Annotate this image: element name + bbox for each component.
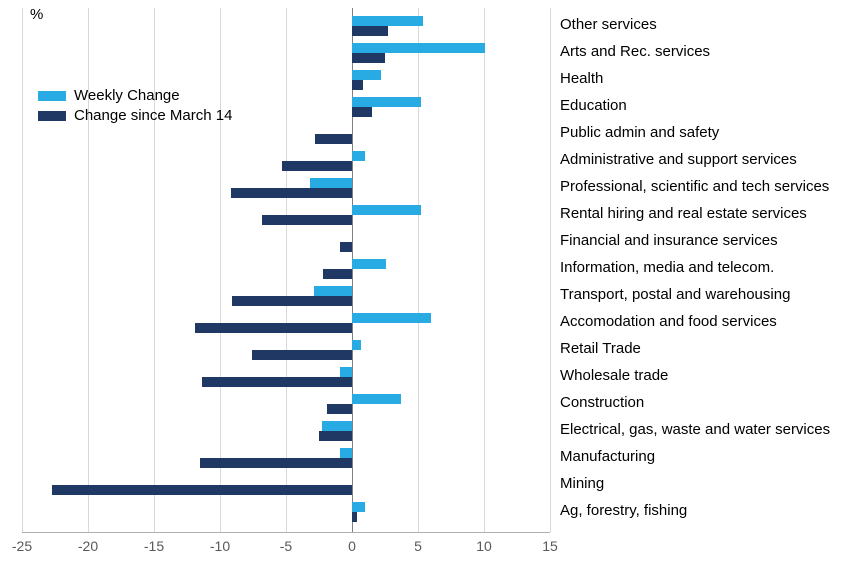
gridline <box>484 8 485 532</box>
bar-weekly <box>340 367 352 377</box>
bar-since_march <box>352 53 385 63</box>
bar-since_march <box>202 377 352 387</box>
gridline <box>286 8 287 532</box>
category-label: Information, media and telecom. <box>560 259 774 276</box>
bar-weekly <box>352 205 421 215</box>
legend-swatch <box>38 91 66 101</box>
legend-swatch <box>38 111 66 121</box>
bar-since_march <box>52 485 352 495</box>
bar-since_march <box>262 215 352 225</box>
bar-since_march <box>352 26 388 36</box>
bar-weekly <box>340 448 352 458</box>
bar-weekly <box>352 313 431 323</box>
x-tick-label: -10 <box>210 538 230 554</box>
category-label: Ag, forestry, fishing <box>560 502 687 519</box>
bar-since_march <box>352 512 357 522</box>
category-label: Professional, scientific and tech servic… <box>560 178 829 195</box>
bar-since_march <box>323 269 352 279</box>
x-tick-label: 15 <box>542 538 558 554</box>
bar-weekly <box>352 43 485 53</box>
bar-since_march <box>315 134 352 144</box>
x-tick-label: -5 <box>280 538 292 554</box>
gridline <box>22 8 23 532</box>
category-label: Manufacturing <box>560 448 655 465</box>
legend-label: Change since March 14 <box>74 107 232 124</box>
category-label: Retail Trade <box>560 340 641 357</box>
bar-weekly <box>352 340 361 350</box>
bar-weekly <box>314 286 352 296</box>
x-tick-label: 0 <box>348 538 356 554</box>
category-label: Mining <box>560 475 604 492</box>
bar-since_march <box>231 188 352 198</box>
category-label: Arts and Rec. services <box>560 43 710 60</box>
category-label: Wholesale trade <box>560 367 668 384</box>
bar-since_march <box>252 350 352 360</box>
category-label: Administrative and support services <box>560 151 797 168</box>
x-tick-label: 10 <box>476 538 492 554</box>
category-label: Electrical, gas, waste and water service… <box>560 421 830 438</box>
category-label: Accomodation and food services <box>560 313 777 330</box>
bar-weekly <box>352 394 401 404</box>
bar-since_march <box>232 296 352 306</box>
category-label: Health <box>560 70 603 87</box>
category-label: Public admin and safety <box>560 124 719 141</box>
bar-weekly <box>352 97 421 107</box>
legend-item: Weekly Change <box>38 87 232 104</box>
x-tick-label: -25 <box>12 538 32 554</box>
bar-weekly <box>352 16 423 26</box>
category-label: Other services <box>560 16 657 33</box>
bar-since_march <box>282 161 352 171</box>
category-label: Construction <box>560 394 644 411</box>
bar-since_march <box>352 80 363 90</box>
bar-weekly <box>322 421 352 431</box>
bar-weekly <box>352 259 386 269</box>
bar-since_march <box>327 404 352 414</box>
chart-container: % -25-20-15-10-5051015 Other servicesArt… <box>0 0 854 561</box>
bar-weekly <box>352 151 365 161</box>
x-tick-label: -15 <box>144 538 164 554</box>
category-label: Education <box>560 97 627 114</box>
legend: Weekly Change Change since March 14 <box>38 84 232 127</box>
legend-label: Weekly Change <box>74 87 180 104</box>
bar-weekly <box>352 502 365 512</box>
bar-since_march <box>352 107 372 117</box>
gridline <box>418 8 419 532</box>
bar-since_march <box>200 458 352 468</box>
legend-item: Change since March 14 <box>38 107 232 124</box>
category-label: Financial and insurance services <box>560 232 778 249</box>
bar-weekly <box>310 178 352 188</box>
x-tick-label: 5 <box>414 538 422 554</box>
gridline <box>550 8 551 532</box>
category-label: Transport, postal and warehousing <box>560 286 790 303</box>
bar-since_march <box>319 431 352 441</box>
bar-since_march <box>340 242 352 252</box>
bar-weekly <box>352 70 381 80</box>
x-tick-label: -20 <box>78 538 98 554</box>
category-label: Rental hiring and real estate services <box>560 205 807 222</box>
bar-since_march <box>195 323 352 333</box>
